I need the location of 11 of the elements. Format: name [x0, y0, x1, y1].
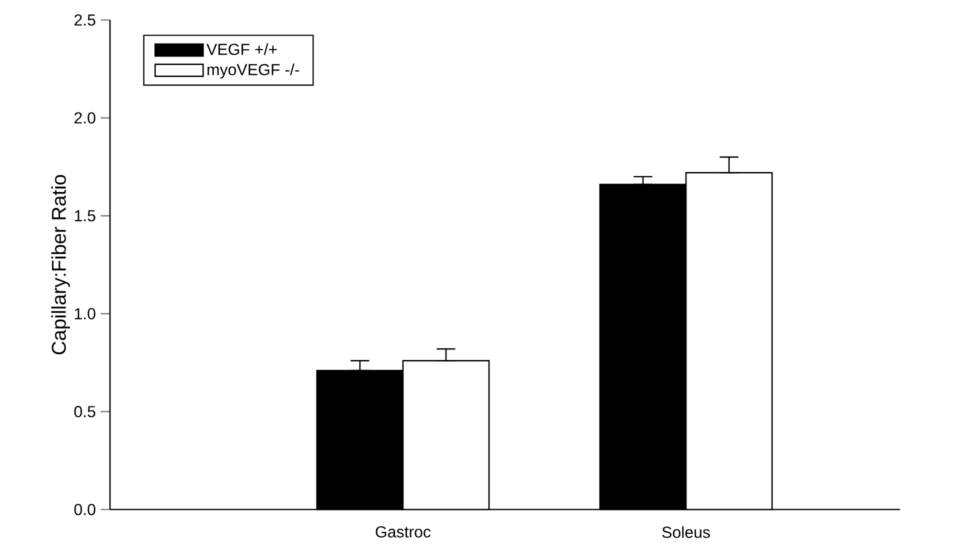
y-tick-label: 0.0: [74, 504, 96, 516]
y-tick-label: 1.5: [74, 210, 96, 222]
x-tick-label: Gastroc: [376, 526, 431, 538]
y-tick-label: 0.5: [74, 406, 96, 418]
legend-label: myoVEGF -/-: [208, 64, 300, 78]
legend-label: VEGF +/+: [206, 43, 277, 56]
y-tick-label: 1.0: [74, 308, 96, 320]
y-tick-label: 2.0: [74, 112, 96, 124]
x-tick-label: Soleus: [662, 526, 710, 538]
y-tick-label: 2.5: [74, 14, 96, 26]
y-axis-title: Capillary:Fiber Ratio: [51, 175, 70, 354]
